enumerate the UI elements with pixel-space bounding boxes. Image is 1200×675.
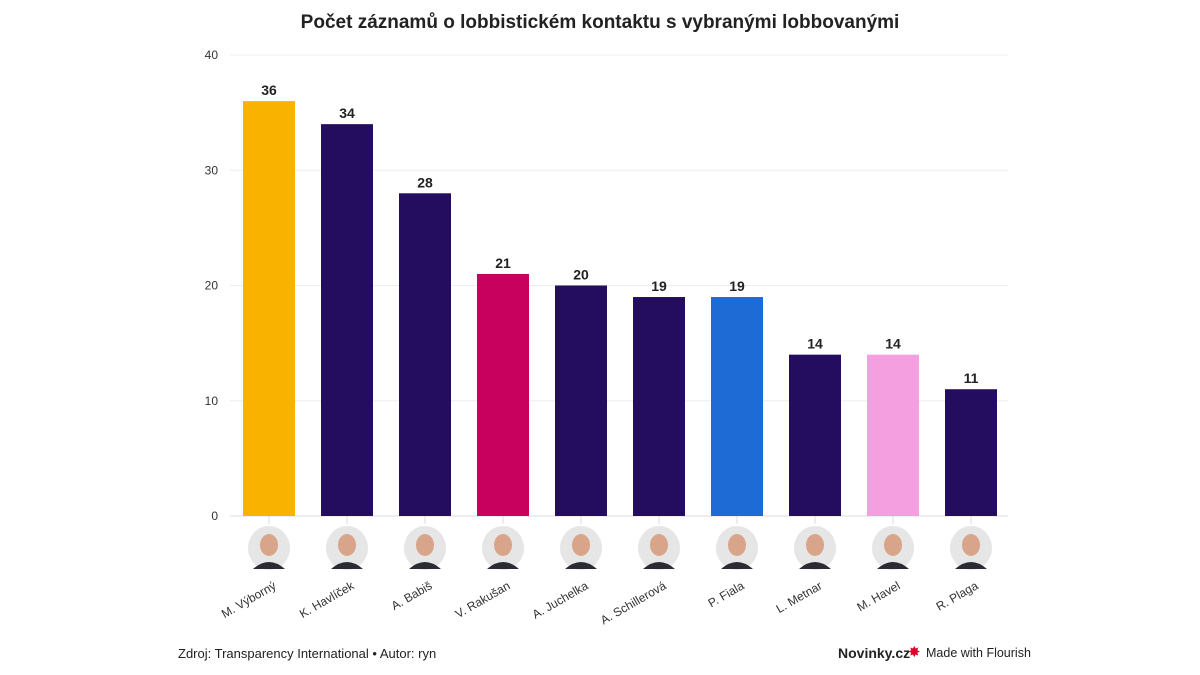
portrait-shoulders-icon xyxy=(955,562,987,569)
y-tick-label: 20 xyxy=(205,279,219,293)
bar xyxy=(477,273,529,516)
data-label: 11 xyxy=(964,370,979,386)
x-tick-label: K. Havlíček xyxy=(297,578,357,621)
made-with-flourish-link[interactable]: Made with Flourish xyxy=(926,646,1031,660)
brand-logo[interactable]: Novinky.cz xyxy=(838,645,911,661)
data-label: 19 xyxy=(651,278,667,294)
bar xyxy=(711,297,763,516)
bar xyxy=(867,354,919,516)
portrait-shoulders-icon xyxy=(721,562,753,569)
portrait-shoulders-icon xyxy=(331,562,363,569)
bar xyxy=(789,354,841,516)
portrait-face-icon xyxy=(416,534,434,556)
flourish-icon: ✸ xyxy=(908,644,921,661)
portrait-shoulders-icon xyxy=(643,562,675,569)
portrait-face-icon xyxy=(572,534,590,556)
data-label: 20 xyxy=(573,267,589,283)
x-tick-label: V. Rakušan xyxy=(453,578,513,621)
portrait-shoulders-icon xyxy=(253,562,285,569)
chart-title: Počet záznamů o lobbistickém kontaktu s … xyxy=(300,12,900,33)
x-tick-label: A. Schillerová xyxy=(598,578,669,627)
portrait-face-icon xyxy=(728,534,746,556)
y-tick-label: 40 xyxy=(205,48,219,62)
portrait-shoulders-icon xyxy=(565,562,597,569)
portrait-face-icon xyxy=(806,534,824,556)
data-label: 19 xyxy=(729,278,745,294)
bar xyxy=(633,297,685,516)
bar xyxy=(945,389,997,516)
y-tick-label: 30 xyxy=(205,163,219,177)
portrait-face-icon xyxy=(962,534,980,556)
portrait-face-icon xyxy=(494,534,512,556)
portrait-face-icon xyxy=(884,534,902,556)
data-label: 14 xyxy=(885,336,901,352)
y-tick-label: 0 xyxy=(211,509,218,523)
x-tick-label: L. Metnar xyxy=(774,578,825,615)
source-note: Zdroj: Transparency International • Auto… xyxy=(178,646,437,661)
x-tick-label: P. Fiala xyxy=(706,578,747,610)
y-tick-label: 10 xyxy=(205,394,219,408)
portrait-shoulders-icon xyxy=(409,562,441,569)
portrait-face-icon xyxy=(338,534,356,556)
portrait-shoulders-icon xyxy=(799,562,831,569)
bar xyxy=(399,193,451,517)
bar xyxy=(555,285,607,516)
x-tick-label: M. Havel xyxy=(854,578,902,614)
portrait-shoulders-icon xyxy=(487,562,519,569)
portrait-face-icon xyxy=(650,534,668,556)
data-label: 14 xyxy=(807,336,823,352)
x-tick-label: R. Plaga xyxy=(934,578,981,613)
portrait-face-icon xyxy=(260,534,278,556)
data-label: 36 xyxy=(261,82,277,98)
data-label: 28 xyxy=(417,174,433,190)
x-tick-label: A. Juchelka xyxy=(530,578,591,621)
bar xyxy=(243,101,295,516)
x-tick-label: M. Výborný xyxy=(219,578,279,620)
data-label: 34 xyxy=(339,105,355,121)
bar xyxy=(321,124,373,517)
x-tick-label: A. Babiš xyxy=(389,578,435,612)
data-label: 21 xyxy=(495,255,511,271)
portrait-shoulders-icon xyxy=(877,562,909,569)
